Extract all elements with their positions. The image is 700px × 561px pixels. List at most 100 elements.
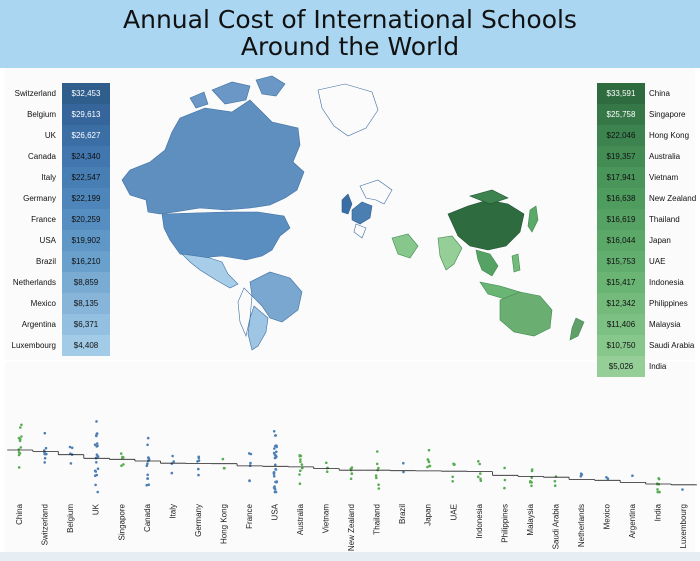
strip-point — [147, 456, 150, 460]
ranking-value-cell: $20,259 — [62, 209, 110, 230]
ranking-country-label: USA — [39, 236, 56, 245]
ranking-value-cell: $16,638 — [597, 188, 645, 209]
strip-point — [402, 470, 405, 474]
ranking-value-cell: $19,902 — [62, 230, 110, 251]
strip-point — [376, 450, 379, 453]
strip-point — [145, 464, 149, 468]
map-southeast-asia — [475, 249, 499, 277]
ranking-value-cell: $22,547 — [62, 167, 110, 188]
strip-point — [146, 473, 149, 477]
map-china — [447, 199, 525, 251]
strip-point — [247, 452, 251, 455]
strip-point — [477, 460, 480, 463]
strip-point — [18, 437, 22, 441]
ranking-value-cell: $22,046 — [597, 125, 645, 146]
strip-point — [275, 450, 278, 454]
strip-point — [93, 474, 97, 478]
ranking-country-label: Indonesia — [649, 278, 684, 287]
x-tick-label: Canada — [143, 503, 152, 532]
ranking-country-label: UK — [44, 131, 56, 140]
map-europe-outline — [353, 179, 393, 239]
strip-point — [274, 468, 277, 471]
strip-point — [70, 446, 74, 450]
strip-point — [146, 477, 150, 480]
map-uk — [341, 193, 353, 215]
strip-point — [426, 458, 430, 461]
ranking-value-cell: $8,859 — [62, 272, 110, 293]
map-japan — [527, 205, 539, 233]
x-tick-label: UAE — [449, 504, 458, 520]
strip-point — [96, 467, 100, 471]
strip-point — [272, 471, 276, 474]
strip-point — [375, 476, 378, 480]
strip-point — [377, 466, 380, 470]
ranking-country-label: Netherlands — [12, 278, 56, 287]
x-tick-label: Italy — [168, 504, 177, 519]
strip-point — [427, 460, 431, 464]
strip-point — [402, 461, 405, 465]
title-banner: Annual Cost of International Schools Aro… — [0, 0, 700, 68]
strip-point — [451, 480, 455, 483]
ranking-country-label: New Zealand — [649, 194, 697, 203]
ranking-country-label: Mexico — [30, 299, 56, 308]
ranking-value-cell: $16,619 — [597, 209, 645, 230]
strip-point — [349, 477, 353, 481]
strip-point — [479, 472, 482, 475]
strip-point — [375, 462, 379, 466]
strip-point — [20, 435, 23, 438]
strip-point — [69, 462, 73, 465]
strip-point — [95, 461, 98, 464]
strip-point — [298, 455, 302, 458]
strip-point — [119, 452, 123, 455]
ranking-country-label: Luxembourg — [11, 341, 56, 350]
ranking-country-label: Australia — [649, 152, 681, 161]
strip-point — [20, 423, 23, 427]
strip-point — [95, 420, 98, 423]
map-philippines — [511, 253, 521, 273]
strip-point — [275, 455, 278, 458]
strip-plot-panel — [5, 362, 695, 552]
map-greenland — [317, 83, 379, 137]
strip-point — [122, 463, 125, 466]
x-tick-label: Thailand — [373, 504, 382, 535]
map-mongolia-area — [469, 189, 509, 205]
x-tick-label: Hong Kong — [219, 504, 228, 544]
strip-point — [170, 462, 174, 465]
strip-point — [145, 483, 148, 487]
chart-title-line-1: Annual Cost of International Schools — [123, 5, 577, 34]
ranking-value-cell: $16,210 — [62, 251, 110, 272]
strip-point — [325, 461, 328, 465]
strip-point — [171, 454, 174, 458]
ranking-value-cell: $33,591 — [597, 83, 645, 104]
x-tick-label: Argentina — [628, 503, 637, 538]
strip-point — [681, 488, 684, 491]
ranking-value-cell: $4,408 — [62, 335, 110, 356]
strip-point — [17, 451, 21, 454]
strip-point — [95, 432, 99, 435]
strip-point — [476, 475, 480, 479]
map-mexico — [181, 253, 239, 289]
strip-point — [657, 490, 661, 494]
strip-point — [503, 466, 506, 470]
chart-title-line-2: Around the World — [240, 32, 460, 61]
strip-point — [147, 483, 150, 487]
strip-point — [121, 456, 124, 460]
strip-point — [657, 477, 661, 481]
ranking-value-cell: $5,026 — [597, 356, 645, 377]
strip-point — [273, 444, 277, 448]
ranking-country-label: Singapore — [649, 110, 686, 119]
x-tick-label: Japan — [424, 504, 433, 526]
x-tick-label: USA — [271, 503, 280, 520]
ranking-value-cell: $15,753 — [597, 251, 645, 272]
strip-point — [530, 481, 533, 484]
map-western-europe — [351, 201, 373, 225]
ranking-country-label: Saudi Arabia — [649, 341, 695, 350]
strip-point — [170, 471, 174, 475]
strip-point — [19, 426, 22, 429]
strip-point — [530, 484, 533, 488]
x-tick-label: Indonesia — [475, 503, 484, 538]
strip-point — [43, 431, 47, 435]
ranking-country-label: Italy — [41, 173, 56, 182]
strip-point — [43, 452, 46, 456]
strip-point — [273, 485, 276, 488]
